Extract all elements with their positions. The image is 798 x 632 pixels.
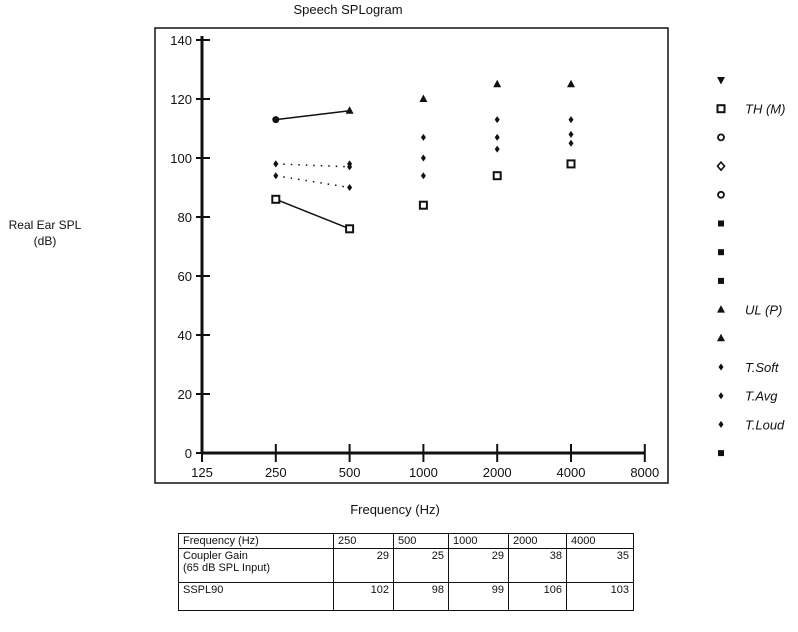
table-row: Coupler Gain (65 dB SPL Input) 29 25 29 3…	[178, 548, 634, 583]
table-header-row: Frequency (Hz) 250 500 1000 2000 4000	[178, 533, 634, 549]
series-line-th-m	[275, 198, 350, 230]
data-point-ul-p	[567, 79, 575, 88]
data-point-ul-p	[493, 79, 502, 88]
y-tick-label: 80	[178, 210, 192, 225]
legend-label: UL (P)	[745, 303, 782, 318]
table-cell: 99	[448, 582, 509, 611]
table-cell: 25	[393, 548, 449, 583]
legend-marker	[718, 420, 724, 428]
data-point-th-m	[492, 171, 502, 181]
legend-label: T.Soft	[745, 360, 780, 375]
data-point-t-soft	[568, 139, 574, 147]
table-cell: 29	[333, 548, 394, 583]
table-cell: 29	[448, 548, 509, 583]
data-point-t-loud	[568, 116, 574, 124]
x-tick-label: 4000	[557, 465, 586, 480]
y-tick-label: 60	[178, 269, 192, 284]
table-cell: 106	[508, 582, 567, 611]
table-cell: 38	[508, 548, 567, 583]
legend-marker	[718, 249, 724, 256]
data-point-th-m	[345, 224, 355, 234]
table-cell: 35	[566, 548, 634, 583]
y-tick-label: 0	[185, 446, 192, 461]
data-point-ul-p	[345, 106, 354, 114]
data-point-t-soft	[273, 172, 279, 180]
data-point-t-soft	[420, 172, 426, 180]
legend-marker	[717, 190, 725, 199]
row-label: SSPL90	[178, 582, 334, 611]
table-header-cell: 250	[333, 533, 394, 549]
series-line-t-soft	[275, 174, 350, 189]
table-cell: 103	[566, 582, 634, 611]
legend-marker	[716, 160, 726, 172]
data-point-t-loud	[420, 133, 426, 141]
x-tick-label: 2000	[483, 465, 512, 480]
data-point-th-m	[566, 159, 576, 169]
table-row: SSPL90 102 98 99 106 103	[178, 582, 634, 611]
data-point-t-loud	[273, 160, 279, 168]
series-line-ul-p	[275, 110, 350, 121]
legend-marker	[717, 333, 725, 342]
data-point-t-avg	[420, 154, 426, 162]
x-axis-label: Frequency (Hz)	[350, 502, 440, 517]
legend-marker	[718, 277, 724, 284]
x-tick-label: 125	[191, 465, 213, 480]
y-tick-label: 140	[170, 33, 192, 48]
table-cell: 98	[393, 582, 449, 611]
legend-marker	[717, 133, 725, 142]
x-tick-label: 250	[265, 465, 287, 480]
legend-marker	[716, 104, 726, 114]
legend-marker	[717, 77, 725, 85]
plot-frame	[154, 27, 669, 484]
series-line-t-avg	[275, 163, 350, 168]
data-point-t-soft	[347, 184, 353, 191]
y-axis-label-line2: (dB)	[34, 234, 57, 248]
row-label: Coupler Gain (65 dB SPL Input)	[178, 548, 334, 583]
table-header-cell: Frequency (Hz)	[178, 533, 334, 549]
data-point-th-m	[271, 194, 281, 204]
hearing-aid-spec-table: Frequency (Hz) 250 500 1000 2000 4000 Co…	[178, 533, 634, 611]
data-point-th-m	[418, 200, 428, 210]
data-point-ul-p	[272, 116, 280, 124]
row-label-sub: (65 dB SPL Input)	[183, 562, 271, 574]
table-header-cell: 500	[393, 533, 449, 549]
data-point-t-avg	[568, 130, 574, 138]
y-tick-label: 40	[178, 328, 192, 343]
row-label-main: Coupler Gain	[183, 550, 248, 562]
x-tick-label: 1000	[409, 465, 438, 480]
y-tick-label: 120	[170, 92, 192, 107]
data-point-t-loud	[494, 116, 500, 124]
x-tick-label: 500	[339, 465, 361, 480]
legend-label: TH (M)	[745, 102, 785, 117]
legend-marker	[717, 305, 725, 313]
x-tick-label: 8000	[630, 465, 659, 480]
legend-label: T.Loud	[745, 417, 785, 432]
data-point-ul-p	[419, 94, 428, 102]
y-tick-label: 100	[170, 151, 192, 166]
data-point-t-avg	[494, 133, 500, 141]
table-cell: 102	[333, 582, 394, 611]
legend-marker	[718, 450, 724, 457]
legend-label: T.Avg	[745, 389, 778, 404]
legend-marker	[718, 220, 724, 227]
chart-title: Speech SPLogram	[293, 2, 402, 17]
legend-marker	[718, 363, 724, 371]
legend-marker	[718, 392, 724, 400]
table-header-cell: 1000	[448, 533, 509, 549]
y-axis-label-line1: Real Ear SPL	[9, 218, 82, 232]
table-header-cell: 4000	[566, 533, 634, 549]
table-header-cell: 2000	[508, 533, 567, 549]
data-point-t-loud	[347, 160, 353, 168]
data-point-t-soft	[494, 145, 500, 153]
y-tick-label: 20	[178, 387, 192, 402]
speech-splogram-chart: Speech SPLogram Real Ear SPL (dB) Freque…	[9, 2, 786, 517]
